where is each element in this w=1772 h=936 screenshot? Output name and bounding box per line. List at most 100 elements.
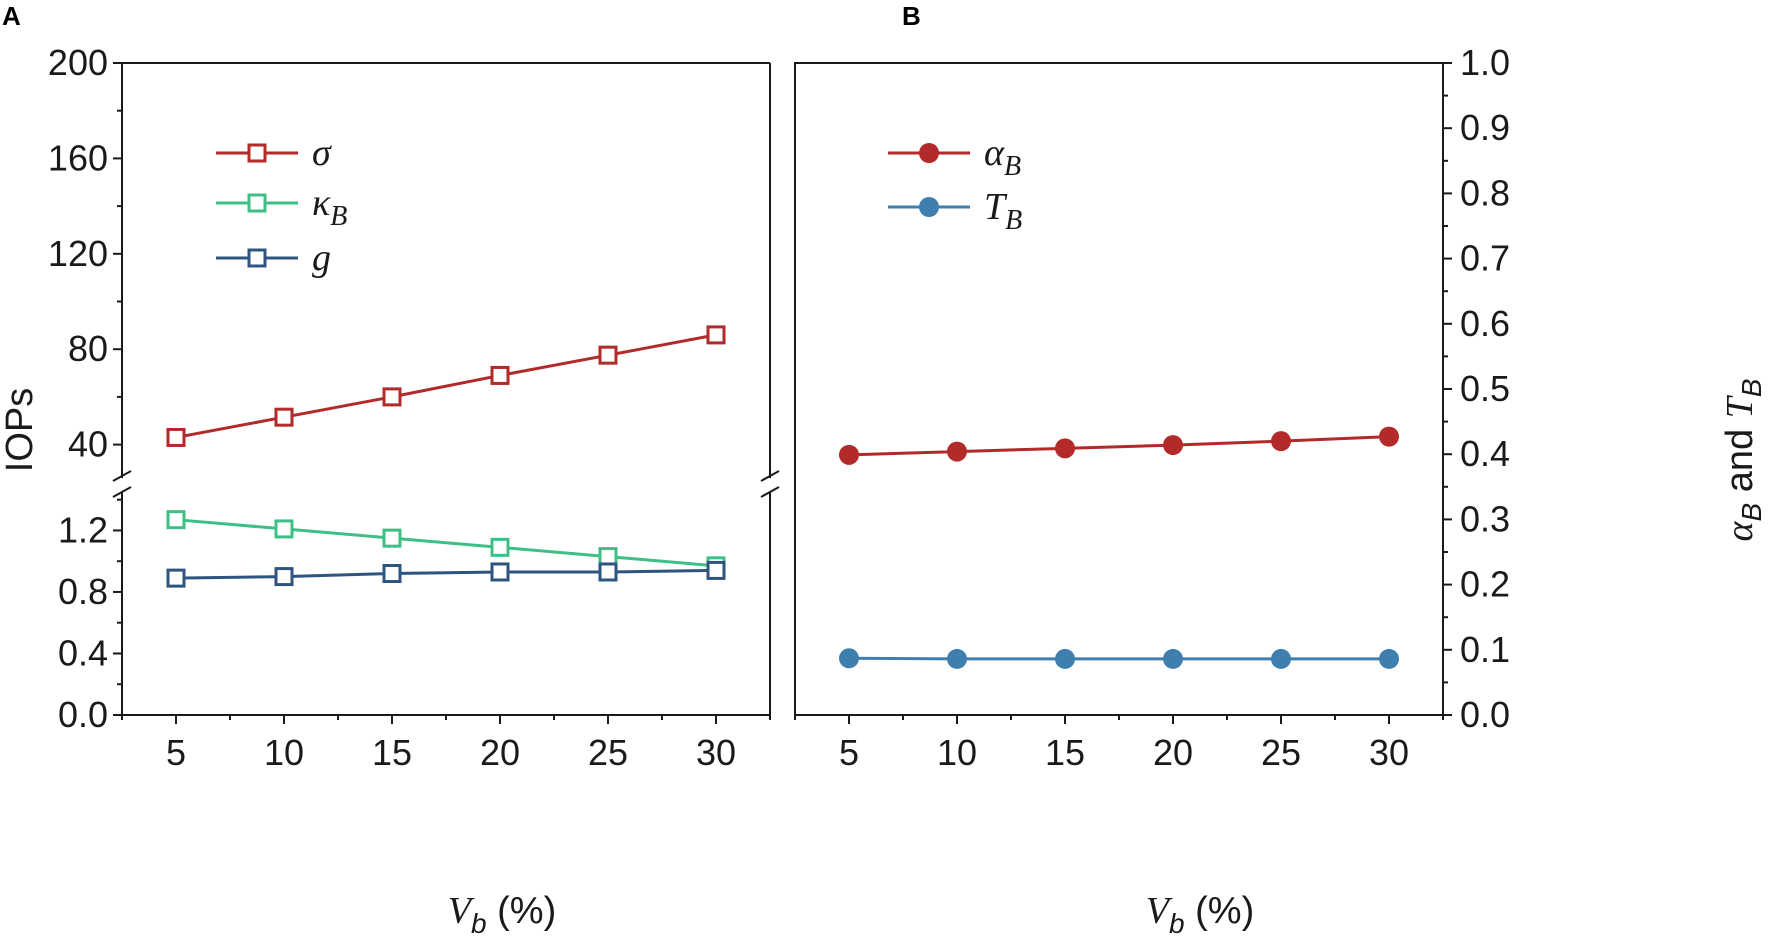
panel-b-y-tick-label: 0.9 — [1460, 107, 1510, 148]
data-point-circle — [947, 441, 967, 462]
panel-a-y-tick-label: 80 — [68, 328, 108, 369]
panel-b: B 0.0 0.1 0.2 0.3 0.4 0.5 0.6 0.7 0.8 0.9 1.0 5 10 15… — [794, 1, 1767, 936]
panel-a-x-axis-title: Vb (%) — [448, 890, 556, 936]
panel-a-y-tick-label: 0.8 — [58, 571, 108, 612]
legend-marker — [247, 248, 267, 268]
data-point-square — [598, 562, 618, 582]
series-line — [848, 656, 1389, 661]
legend-marker — [247, 143, 267, 163]
panel-a-y-axis-title: IOPs — [0, 388, 41, 472]
data-point-square — [598, 345, 618, 365]
panel-b-y-tick-label: 0.3 — [1460, 498, 1510, 539]
panel-b-y-tick-label: 0.6 — [1460, 303, 1510, 344]
panel-a-x-tick-label: 10 — [264, 732, 304, 773]
data-point-square — [166, 510, 186, 530]
panel-b-label: B — [902, 1, 921, 31]
data-point-circle — [1055, 438, 1075, 459]
data-point-square — [382, 387, 402, 407]
data-point-square — [706, 560, 726, 580]
legend-label: κB — [312, 182, 347, 232]
data-point-square — [490, 562, 510, 582]
panel-b-y-axis-title-t-sub: B — [1736, 379, 1767, 398]
panel-a-label: A — [2, 1, 21, 31]
data-point-circle — [1055, 648, 1075, 669]
data-point-square — [166, 427, 186, 447]
legend-label: σ — [312, 132, 332, 174]
data-point-circle — [1163, 435, 1183, 456]
data-point-square — [490, 365, 510, 385]
panel-b-series — [839, 426, 1399, 669]
data-point-square — [490, 537, 510, 557]
panel-a-series — [166, 325, 726, 588]
panel-b-x-tick-label: 20 — [1153, 732, 1193, 773]
panel-a-ticks: 40 80 120 160 200 0.0 0.4 0.8 1.2 5 10 15 20 25 30 — [48, 42, 771, 773]
panel-b-y-axis-title-and: and — [1719, 418, 1761, 503]
panel-a-axis-break-mark — [760, 470, 780, 482]
panel-b-y-tick-label: 0.8 — [1460, 172, 1510, 213]
panel-b-y-tick-label: 0.7 — [1460, 238, 1510, 279]
panel-a-x-tick-label: 20 — [480, 732, 520, 773]
panel-a-axis-break-mark — [760, 486, 780, 498]
data-point-square — [274, 407, 294, 427]
panel-b-y-tick-label: 0.5 — [1460, 368, 1510, 409]
panel-b-x-tick-label: 10 — [937, 732, 977, 773]
panel-a-y-tick-label: 160 — [48, 137, 108, 178]
panel-b-x-tick-label: 30 — [1369, 732, 1409, 773]
legend-label: αB — [984, 132, 1021, 182]
panel-b-y-tick-label: 0.0 — [1460, 694, 1510, 735]
panel-a-axis-break-mark — [112, 470, 132, 482]
data-point-circle — [1163, 648, 1183, 669]
panel-a-y-tick-label: 1.2 — [58, 509, 108, 550]
panel-b-y-axis-title: αB and TB — [1719, 379, 1767, 542]
data-point-circle — [839, 444, 859, 465]
data-point-square — [382, 528, 402, 548]
data-point-circle — [839, 648, 859, 669]
panel-b-x-tick-label: 5 — [839, 732, 859, 773]
data-point-circle — [1271, 431, 1291, 452]
panel-a-y-tick-label: 0.4 — [58, 632, 108, 673]
panel-b-y-axis-title-alpha: α — [1719, 521, 1761, 542]
data-point-square — [274, 519, 294, 539]
panel-a-x-tick-label: 30 — [696, 732, 736, 773]
data-point-square — [706, 325, 726, 345]
panel-a-legend: σ κB g — [216, 132, 347, 279]
panel-a-x-axis-title-sub: b — [471, 908, 487, 936]
panel-b-x-axis-title: Vb (%) — [1146, 890, 1254, 936]
panel-a-x-axis-title-rest: (%) — [487, 890, 557, 932]
data-point-circle — [1379, 648, 1399, 669]
data-point-square — [166, 568, 186, 588]
panel-a-x-tick-label: 15 — [372, 732, 412, 773]
legend-label: TB — [984, 186, 1022, 236]
panel-b-axes — [794, 62, 1444, 716]
panel-b-y-tick-label: 1.0 — [1460, 42, 1510, 83]
panel-b-y-axis-title-alpha-sub: B — [1736, 503, 1767, 522]
panel-b-x-tick-label: 15 — [1045, 732, 1085, 773]
series-line — [175, 333, 717, 439]
panel-b-y-tick-label: 0.2 — [1460, 564, 1510, 605]
panel-b-x-tick-label: 25 — [1261, 732, 1301, 773]
panel-b-y-tick-label: 0.1 — [1460, 629, 1510, 670]
series-line — [175, 518, 717, 568]
panel-a-x-tick-label: 5 — [166, 732, 186, 773]
panel-b-y-axis-title-t: T — [1719, 394, 1761, 418]
panel-a-axes — [112, 62, 780, 716]
panel-b-x-axis-title-v: V — [1146, 890, 1173, 932]
panel-a-y-tick-label: 200 — [48, 42, 108, 83]
panel-b-frame — [794, 62, 1444, 716]
data-point-square — [274, 567, 294, 587]
data-point-circle — [1379, 426, 1399, 447]
legend-marker — [919, 143, 939, 163]
panel-b-x-axis-title-sub: b — [1169, 908, 1185, 936]
panel-b-y-tick-label: 0.4 — [1460, 433, 1510, 474]
legend-marker — [247, 193, 267, 213]
panel-a: A 40 80 120 160 200 0.0 0.4 0.8 1.2 5 10 15 20 25 30 I… — [0, 1, 780, 936]
legend-label: g — [312, 237, 331, 279]
series-line — [848, 435, 1390, 457]
panel-b-ticks: 0.0 0.1 0.2 0.3 0.4 0.5 0.6 0.7 0.8 0.9 1.0 5 10 15 20… — [794, 42, 1510, 773]
panel-a-y-tick-label: 0.0 — [58, 694, 108, 735]
series-line — [175, 568, 717, 580]
data-point-square — [382, 564, 402, 584]
panel-a-axis-break-mark — [112, 486, 132, 498]
